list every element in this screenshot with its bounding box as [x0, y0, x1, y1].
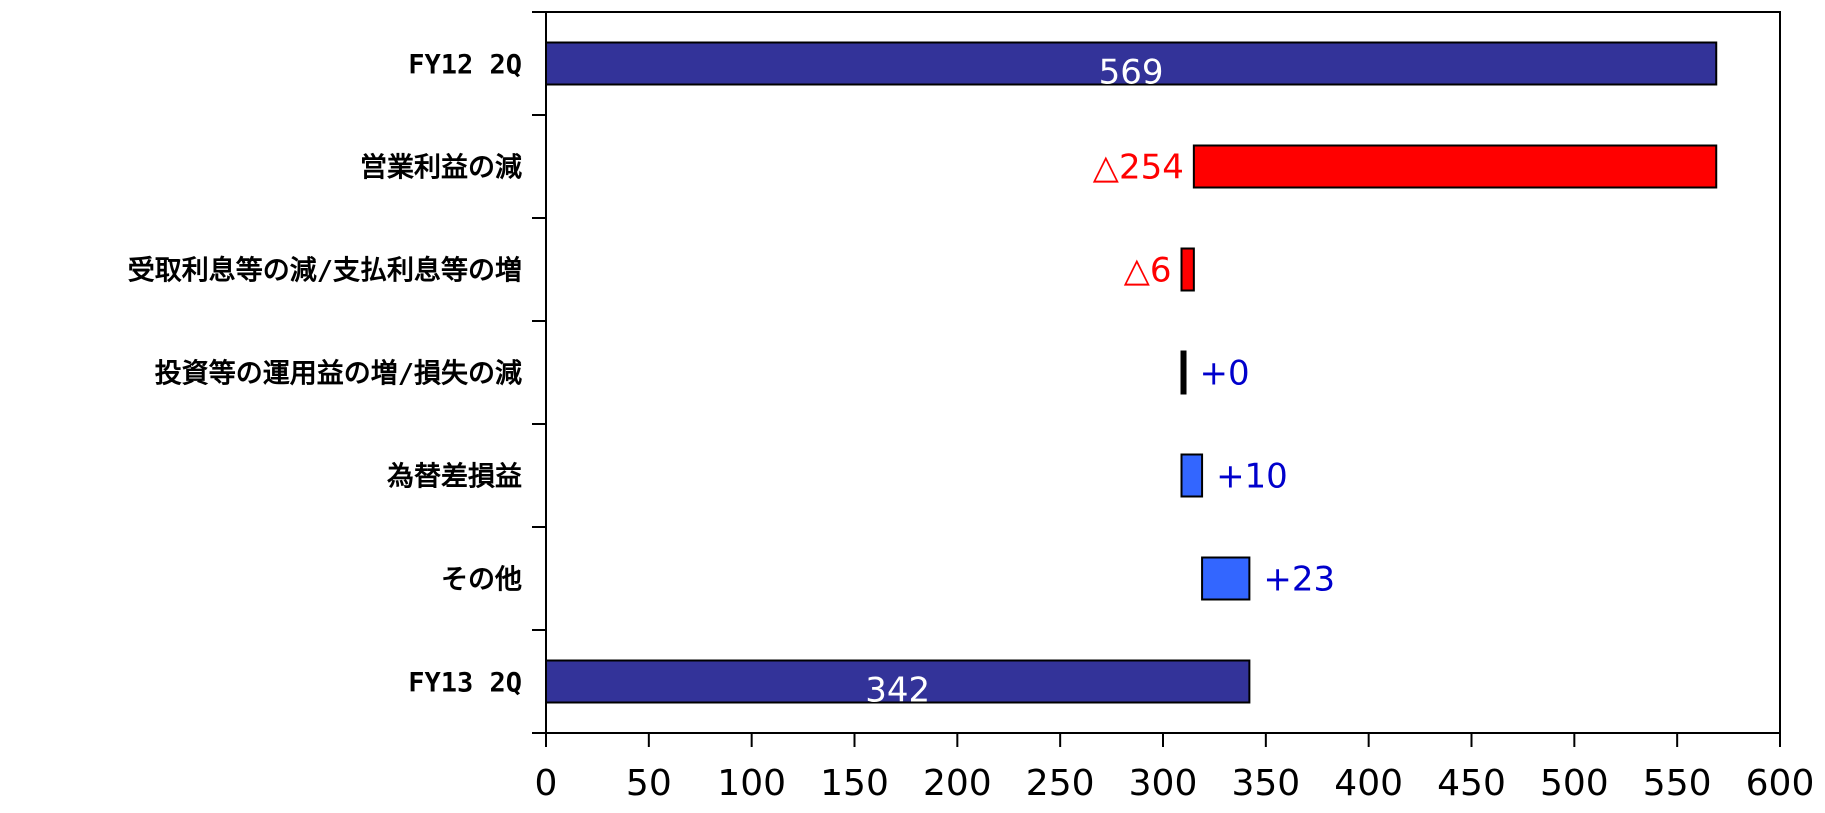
x-tick-label: 300: [1129, 763, 1198, 804]
x-tick-label: 450: [1437, 763, 1506, 804]
data-label: +0: [1200, 354, 1250, 394]
category-label: 受取利息等の減/支払利息等の増: [128, 255, 522, 287]
x-tick-label: 150: [820, 763, 889, 804]
bars: [545, 41, 1718, 704]
x-tick-label: 600: [1746, 763, 1815, 804]
x-tick-label: 500: [1540, 763, 1609, 804]
bar-increase: [1180, 453, 1204, 498]
data-label: +23: [1263, 560, 1335, 600]
x-tick-label: 50: [626, 763, 672, 804]
x-tick-label: 0: [535, 763, 558, 804]
data-label: △254: [1093, 148, 1184, 188]
bar-decrease: [1180, 247, 1195, 292]
category-label: 投資等の運用益の増/損失の減: [155, 358, 522, 390]
data-label: +10: [1216, 457, 1288, 497]
labels: FY12 2Q 営業利益の減受取利息等の減/支払利息等の増投資等の運用益の増/損失…: [128, 50, 1335, 711]
bar-total: [545, 41, 1718, 86]
data-label: 342: [865, 671, 930, 711]
category-label: 為替差損益: [387, 461, 522, 493]
axes: 0 50 100 150 200 250 300 350 400 450 500 550 600: [532, 11, 1815, 804]
data-label: 569: [1099, 53, 1164, 93]
plot-frame: [545, 11, 1781, 734]
x-tick-label: 100: [717, 763, 786, 804]
bar-total: [545, 659, 1251, 704]
x-tick-label: 400: [1334, 763, 1403, 804]
category-label: FY13 2Q: [408, 668, 522, 699]
bar-zero: [1180, 350, 1187, 395]
category-label: その他: [441, 565, 522, 596]
x-tick-label: 550: [1643, 763, 1712, 804]
data-label: △6: [1124, 251, 1172, 291]
bar-increase: [1201, 556, 1251, 601]
category-label: FY12 2Q: [408, 50, 522, 81]
x-tick-label: 250: [1026, 763, 1095, 804]
x-tick-label: 200: [923, 763, 992, 804]
category-label: 営業利益の減: [360, 152, 522, 184]
bar-decrease: [1192, 144, 1718, 189]
x-tick-label: 350: [1231, 763, 1300, 804]
